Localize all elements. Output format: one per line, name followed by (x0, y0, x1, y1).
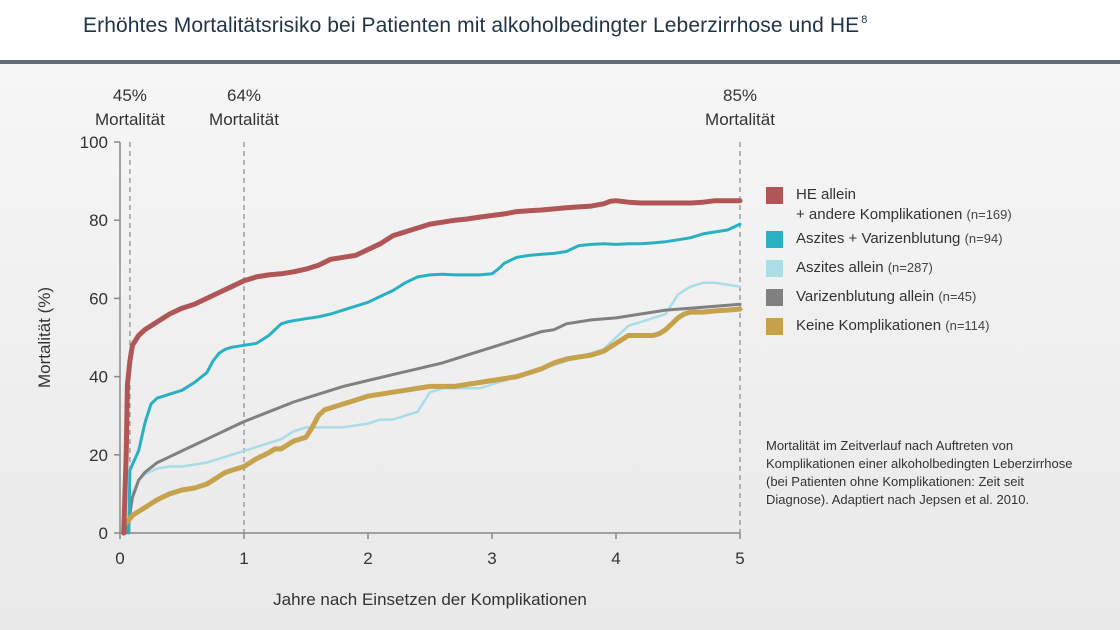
legend-count: (n=114) (945, 318, 990, 333)
reference-percent: 45% (113, 86, 147, 105)
series-line-2 (127, 222, 742, 535)
legend-label: HE allein (796, 186, 857, 203)
legend-item-aszites-varizenblutung: Aszites + Varizenblutung (n=94) (766, 229, 1012, 258)
axes (114, 141, 741, 539)
y-tick-label: 100 (80, 133, 108, 152)
legend-swatch-aszites-varizenblutung (766, 231, 783, 248)
axis-labels: 45% Mortalität 64% Mortalität 85% Mortalität 0… (35, 86, 775, 609)
legend-item-he-allein: HE allein + andere Komplikationen (n=169… (766, 185, 1012, 229)
legend-item-aszites-allein: Aszites allein (n=287) (766, 258, 1012, 287)
y-tick-label: 20 (89, 446, 108, 465)
reference-percent: 64% (227, 86, 261, 105)
series-line-4 (124, 302, 742, 535)
page-title: Erhöhtes Mortalitätsrisiko bei Patienten… (83, 14, 868, 37)
legend: HE allein + andere Komplikationen (n=169… (766, 185, 1012, 345)
plot-background (0, 64, 1120, 630)
legend-label: Aszites allein (796, 259, 884, 276)
series-line-1 (121, 198, 743, 536)
title-reference-number: 8 (861, 14, 868, 26)
x-axis-label: Jahre nach Einsetzen der Komplikationen (273, 590, 587, 609)
legend-label: Varizenblutung allein (796, 288, 935, 305)
series-line-5 (123, 306, 743, 526)
reference-caption: Mortalität (705, 110, 775, 129)
legend-count: (n=94) (964, 231, 1003, 246)
legend-item-varizenblutung-allein: Varizenblutung allein (n=45) (766, 287, 1012, 316)
x-tick-label: 0 (115, 549, 124, 568)
legend-swatch-keine-komplikationen (766, 318, 783, 335)
series-line-3 (127, 281, 742, 535)
y-tick-label: 80 (89, 211, 108, 230)
legend-swatch-varizenblutung-allein (766, 289, 783, 306)
footnote: Mortalität im Zeitverlauf nach Auftreten… (766, 438, 1073, 507)
legend-label: Aszites + Varizenblutung (796, 230, 961, 247)
title-bar: Erhöhtes Mortalitätsrisiko bei Patienten… (0, 0, 1120, 62)
legend-label-line2: + andere Komplikationen (796, 206, 963, 223)
y-tick-label: 40 (89, 368, 108, 387)
reference-percent: 85% (723, 86, 757, 105)
y-axis-label: Mortalität (%) (35, 287, 54, 388)
reference-caption: Mortalität (95, 110, 165, 129)
legend-count: (n=45) (938, 289, 977, 304)
x-tick-label: 5 (735, 549, 744, 568)
x-tick-label: 1 (239, 549, 248, 568)
series-lines (121, 198, 743, 536)
legend-count: (n=287) (887, 260, 933, 275)
reference-caption: Mortalität (209, 110, 279, 129)
y-tick-label: 60 (89, 289, 108, 308)
x-tick-label: 3 (487, 549, 496, 568)
x-tick-label: 2 (363, 549, 372, 568)
x-tick-label: 4 (611, 549, 620, 568)
legend-swatch-aszites-allein (766, 260, 783, 277)
title-divider (0, 60, 1120, 64)
legend-count: (n=169) (966, 207, 1012, 222)
legend-label: Keine Komplikationen (796, 317, 942, 334)
y-tick-label: 0 (99, 524, 108, 543)
legend-swatch-he-allein (766, 187, 783, 204)
legend-item-keine-komplikationen: Keine Komplikationen (n=114) (766, 316, 1012, 345)
